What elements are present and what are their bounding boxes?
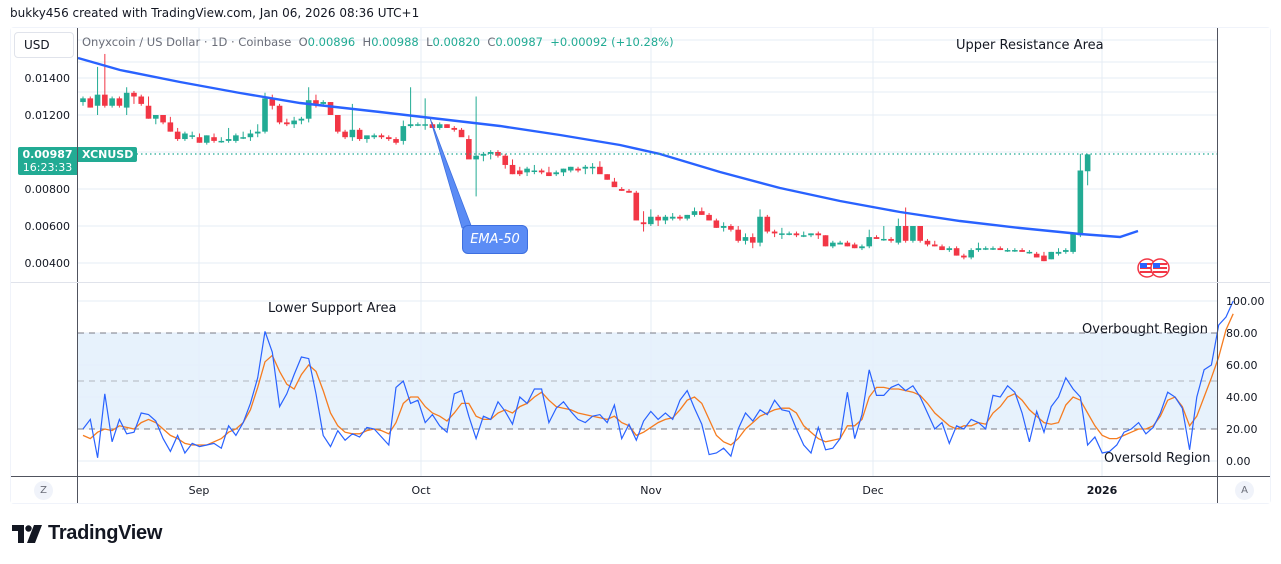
svg-text:0.00600: 0.00600 [25,220,71,233]
symbol-legend: Onyxcoin / US Dollar · 1D · Coinbase O0.… [82,35,674,49]
last-price: 0.00987 [22,148,73,161]
auto-scale-button[interactable]: A [1235,481,1254,500]
open-value: 0.00896 [307,35,356,49]
rsi-ma-line [82,313,1234,446]
ema-callout-label[interactable]: EMA-50 [462,225,528,254]
svg-text:Dec: Dec [862,484,883,497]
svg-text:Oct: Oct [411,484,431,497]
high-value: 0.00988 [371,35,419,49]
svg-text:60.00: 60.00 [1226,359,1258,372]
last-price-tag: 0.00987 16:23:33 [18,147,77,175]
svg-text:0.00: 0.00 [1226,455,1251,468]
rsi-axis-labels: 100.00 80.00 60.00 40.00 20.00 0.00 [1226,295,1265,468]
lower-support-label[interactable]: Lower Support Area [268,301,397,316]
author-credit: bukky456 created with TradingView.com, J… [10,6,420,20]
svg-text:40.00: 40.00 [1226,391,1258,404]
low-value: 0.00820 [432,35,481,49]
overbought-label[interactable]: Overbought Region [1082,322,1208,337]
bar-countdown: 16:23:33 [22,161,73,174]
ema-callout-pointer [429,117,473,229]
oversold-label[interactable]: Oversold Region [1104,451,1211,466]
svg-text:100.00: 100.00 [1226,295,1265,308]
svg-text:80.00: 80.00 [1226,327,1258,340]
upper-resistance-label[interactable]: Upper Resistance Area [956,38,1104,53]
currency-button[interactable]: USD [14,32,74,58]
tradingview-logo: TradingView [12,522,162,545]
svg-text:0.00800: 0.00800 [25,183,71,196]
svg-text:0.01400: 0.01400 [25,72,71,85]
svg-text:20.00: 20.00 [1226,423,1258,436]
svg-text:0.00400: 0.00400 [25,257,71,270]
svg-text:2026: 2026 [1087,484,1118,497]
us-event-flags-icon [1137,258,1170,278]
change-value: +0.00092 (+10.28%) [550,35,674,49]
svg-text:0.01200: 0.01200 [25,109,71,122]
svg-text:Sep: Sep [189,484,210,497]
candlestick-series [80,53,1091,262]
zoom-reset-button[interactable]: Z [34,481,53,500]
tradingview-logo-icon [12,524,42,543]
price-axis-labels: 0.01400 0.01200 0.00800 0.00600 0.00400 [25,72,71,270]
rsi-line [82,300,1234,458]
close-value: 0.00987 [495,35,543,49]
time-axis-labels: Sep Oct Nov Dec 2026 [189,484,1118,497]
symbol-tag: XCNUSD [78,147,138,162]
svg-text:Nov: Nov [640,484,662,497]
ema50-line [77,56,1139,239]
symbol-title[interactable]: Onyxcoin / US Dollar · 1D · Coinbase [82,35,292,49]
